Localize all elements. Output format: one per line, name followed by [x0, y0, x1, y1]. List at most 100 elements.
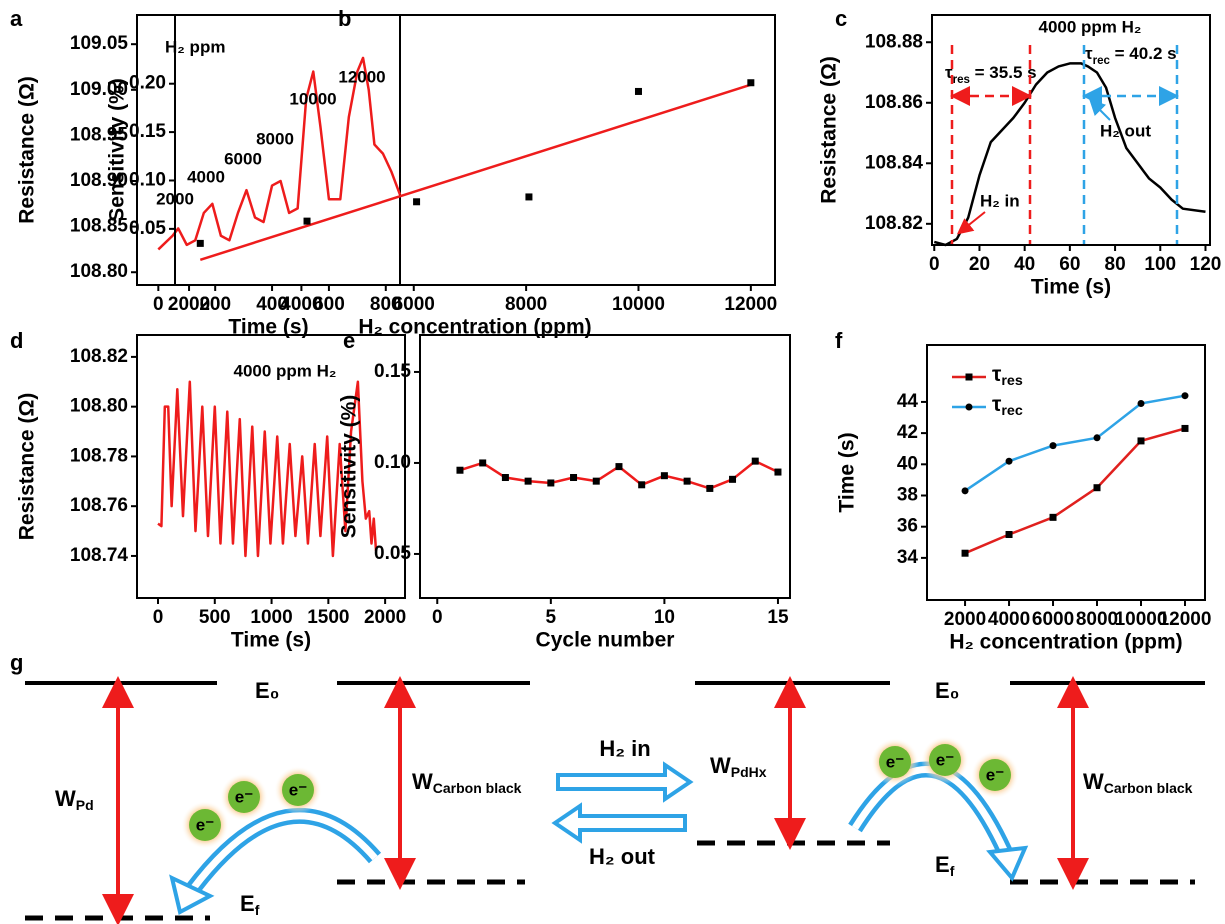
y-tick-label: 109.05 [70, 33, 129, 54]
electron-label: e⁻ [936, 750, 954, 769]
work-function-label: WCarbon black [1083, 769, 1193, 796]
plot-frame [926, 344, 1206, 601]
x-axis-label: Time (s) [1031, 276, 1111, 299]
data-point [501, 474, 509, 482]
series-line [157, 56, 402, 251]
x-axis-label: Time (s) [228, 316, 308, 339]
electron: e⁻ [181, 801, 229, 849]
data-point [303, 217, 311, 225]
x-tick-label: 8000 [1076, 609, 1118, 630]
data-point [706, 484, 714, 492]
x-tick-label: 500 [199, 607, 231, 628]
electron-label: e⁻ [886, 752, 904, 771]
x-tick-label: 0 [153, 607, 164, 628]
pointer [1089, 99, 1111, 121]
data-point [1137, 399, 1145, 407]
data-point [413, 198, 421, 206]
annotation: 10000 [289, 89, 336, 108]
annotation: τres = 35.5 s [945, 63, 1037, 86]
x-tick-label: 6000 [393, 294, 435, 315]
data-point [479, 459, 487, 467]
x-tick-label: 15 [767, 607, 789, 628]
label-base: τ [945, 63, 953, 82]
panel-label: g [10, 650, 23, 675]
series-line [933, 62, 1206, 247]
data-point [683, 477, 691, 485]
panel-label: f [835, 328, 843, 353]
y-axis-label: Time (s) [836, 432, 859, 512]
data-point [1181, 392, 1189, 400]
annotation: H₂ ppm [165, 37, 225, 56]
data-point [1181, 424, 1189, 432]
label-sub: Carbon black [1104, 780, 1193, 796]
x-tick-label: 800 [370, 294, 402, 315]
y-tick-label: 0.05 [129, 218, 166, 239]
panel-e: e 0 5 10 15 0.05 0.10 0.15 Cycle number Sensitivi… [338, 328, 791, 652]
data-point [547, 479, 555, 487]
work-function-label: WCarbon black [412, 769, 522, 796]
data-point [196, 239, 204, 247]
data-point [592, 477, 600, 485]
panel-g: g E₀ E₀ Ef Ef WPd WCarbon black WPdHx WC… [10, 650, 1205, 924]
vacuum-label: E₀ [935, 678, 960, 703]
label-sub: rec [1093, 55, 1111, 67]
x-tick-label: 120 [1190, 254, 1222, 275]
x-axis-label: Cycle number [536, 629, 675, 652]
data-point [961, 487, 969, 495]
electron: e⁻ [220, 773, 268, 821]
panel-label: a [10, 6, 23, 31]
y-tick-label: 0.20 [129, 73, 166, 94]
y-tick-label: 36 [897, 516, 918, 537]
annotation: 4000 ppm H₂ [234, 361, 337, 380]
annotation: 4000 ppm H₂ [1039, 17, 1142, 36]
data-point [638, 481, 646, 489]
electron: e⁻ [971, 751, 1019, 799]
x-tick-label: 2000 [364, 607, 406, 628]
electron-label: e⁻ [196, 815, 214, 834]
panel-a: a 0 200 400 600 800 108.80 108.85 108.90 108.95 10… [10, 6, 402, 339]
transfer-arrow [169, 807, 382, 915]
y-tick-label: 108.84 [865, 152, 924, 173]
panel-c: c 0 20 40 60 80 100 120 108.82 108.84 108.86 108.88… [818, 6, 1222, 299]
label-base: W [55, 786, 76, 811]
label-sub: f [950, 863, 955, 879]
data-point [1005, 457, 1013, 465]
x-tick-label: 2000 [168, 294, 210, 315]
plot-frame [174, 14, 776, 286]
annotation: τrec = 40.2 s [1085, 44, 1177, 67]
y-tick-label: 0.10 [129, 169, 166, 190]
label-base: τ [992, 393, 1002, 416]
y-tick-label: 0.15 [374, 361, 411, 382]
x-tick-label: 0 [153, 294, 164, 315]
x-tick-label: 80 [1105, 254, 1126, 275]
work-function-label: WPdHx [710, 753, 767, 780]
x-tick-label: 10000 [612, 294, 665, 315]
x-tick-label: 12000 [1159, 609, 1212, 630]
y-tick-label: 0.10 [374, 452, 411, 473]
data-point [456, 466, 464, 474]
fermi-label: Ef [935, 852, 955, 879]
data-point [634, 87, 642, 95]
label-base: E [240, 891, 255, 916]
y-tick-label: 0.15 [129, 121, 166, 142]
y-axis-label: Sensitivity (%) [106, 78, 129, 222]
legend-marker [965, 373, 973, 381]
data-point [961, 549, 969, 557]
y-axis-label: Resistance (Ω) [16, 393, 39, 541]
x-tick-label: 0 [432, 607, 443, 628]
panel-label: b [338, 6, 351, 31]
x-tick-label: 0 [929, 254, 940, 275]
panel-label: d [10, 328, 23, 353]
label-sub: res [953, 74, 970, 86]
annotation: 4000 [187, 167, 225, 186]
y-tick-label: 108.86 [865, 92, 923, 113]
panel-label: c [835, 6, 847, 31]
fit-line [199, 83, 752, 262]
x-tick-label: 1500 [307, 607, 349, 628]
data-point [615, 463, 623, 471]
data-point [1093, 484, 1101, 492]
x-tick-label: 600 [313, 294, 345, 315]
y-tick-label: 108.76 [70, 495, 128, 516]
